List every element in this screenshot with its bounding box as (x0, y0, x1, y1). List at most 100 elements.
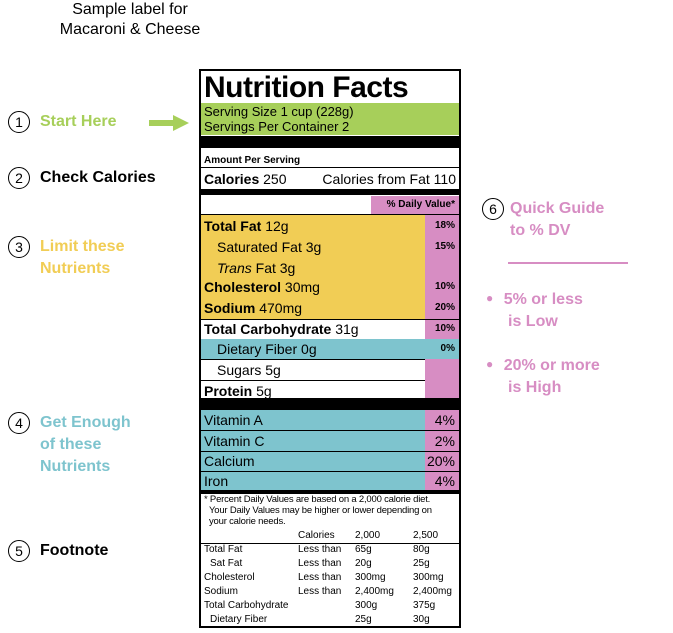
nutrient-amount: 0g (301, 341, 317, 357)
daily-values-table: Calories 2,000 2,500 Total Fat Less than… (201, 529, 459, 626)
footnote-line: your calorie needs. (209, 516, 286, 527)
table-header-row: Calories 2,000 2,500 (201, 529, 459, 543)
vitamin-row: Calcium 20% (201, 451, 459, 471)
table-row: Total Carbohydrate 300g 375g (201, 599, 459, 613)
nutrient-row: Cholesterol 30mg (201, 277, 425, 297)
table-cell: Less than (298, 544, 342, 555)
servings-per-container: Servings Per Container 2 (204, 119, 350, 134)
table-header: Calories (298, 530, 335, 541)
step-label-line: Limit these (40, 238, 125, 255)
thick-divider (201, 136, 459, 148)
step-2: 2 Check Calories (8, 167, 156, 189)
table-cell: 25g (355, 614, 372, 625)
table-cell: Sat Fat (210, 558, 243, 569)
step-number: 4 (8, 412, 30, 434)
step-label-line: of these (40, 436, 102, 453)
step-label-line: Quick Guide (510, 200, 605, 217)
nutrient-name: Sugars (217, 362, 262, 378)
guide-low: ● 5% or less is Low (486, 287, 583, 333)
table-cell: Sodium (204, 586, 238, 597)
thin-divider (201, 319, 459, 320)
step-label-line: Nutrients (40, 260, 111, 277)
table-cell: Cholesterol (204, 572, 255, 583)
vitamin-dv-highlight (425, 410, 459, 490)
table-cell: 300g (355, 600, 378, 611)
step-label-line: Get Enough (40, 414, 131, 431)
vitamin-dv: 20% (426, 453, 455, 469)
thin-divider (201, 451, 459, 452)
nutrient-dv: 10% (434, 323, 455, 334)
table-cell: 25g (413, 558, 430, 569)
nutrient-amount: 31g (335, 321, 359, 337)
table-cell: Total Fat (204, 544, 243, 555)
nutrient-row: Protein 5g (201, 381, 425, 401)
nutrient-name: Total Carbohydrate (204, 321, 332, 337)
thin-divider (201, 380, 425, 381)
step-label-line: to % DV (510, 222, 571, 239)
step-1: 1 Start Here (8, 111, 116, 133)
nutrient-name: Sodium (204, 300, 256, 316)
guide-high-line2: is High (508, 379, 562, 396)
step-number: 5 (8, 540, 30, 562)
caption-line-2: Macaroni & Cheese (59, 21, 201, 38)
right-arrow-icon (149, 115, 189, 131)
bullet-icon: ● (486, 357, 494, 371)
fiber-highlight (201, 339, 459, 359)
thin-divider (201, 430, 459, 431)
table-cell: 20g (355, 558, 372, 569)
table-cell: Less than (298, 558, 342, 569)
table-cell: Total Carbohydrate (204, 600, 289, 611)
guide-high-line1: 20% or more (503, 357, 600, 374)
vitamin-name: Iron (204, 473, 229, 489)
nutrient-dv: 15% (434, 241, 455, 252)
label-caption: Sample label for Macaroni & Cheese (0, 0, 260, 40)
nutrition-label: Nutrition Facts Serving Size 1 cup (228g… (199, 69, 461, 628)
table-row: Total Fat Less than 65g 80g (201, 543, 459, 557)
vitamin-row: Vitamin A 4% (201, 410, 459, 430)
thin-divider (201, 359, 425, 360)
footnote: * Percent Daily Values are based on a 2,… (201, 494, 459, 527)
nutrient-amount: 5g (265, 362, 281, 378)
vitamin-dv: 4% (434, 412, 455, 428)
calories-from-fat: Calories from Fat 110 (322, 171, 456, 187)
calories-row: Calories 250 Calories from Fat 110 (201, 169, 459, 189)
nutrient-row: Sodium 470mg (201, 298, 425, 318)
step-number: 1 (8, 111, 30, 133)
vitamin-name: Calcium (204, 453, 255, 469)
step-number: 3 (8, 236, 30, 258)
thin-divider (201, 471, 459, 472)
vitamin-dv: 2% (434, 433, 455, 449)
bullet-icon: ● (486, 291, 494, 305)
nutrient-amount: Fat 3g (255, 260, 296, 276)
table-divider (201, 543, 459, 544)
step-number: 2 (8, 167, 30, 189)
nutrient-dv: 18% (434, 220, 455, 231)
table-header: 2,500 (413, 530, 439, 541)
nutrient-name: Dietary Fiber (217, 341, 298, 357)
label-heading: Nutrition Facts (204, 71, 409, 104)
step-label: Check Calories (40, 169, 156, 186)
nutrient-name: Cholesterol (204, 279, 282, 295)
nutrient-amount: 12g (265, 218, 289, 234)
caption-line-1: Sample label for (72, 1, 188, 18)
vitamin-name: Vitamin A (204, 412, 263, 428)
guide-low-line1: 5% or less (503, 291, 583, 308)
vitamin-row: Iron 4% (201, 471, 459, 491)
step-label-line: Nutrients (40, 458, 111, 475)
nutrient-amount: 30mg (284, 279, 320, 295)
step-label: Start Here (40, 113, 117, 130)
table-cell: 375g (413, 600, 436, 611)
guide-high: ● 20% or more is High (486, 353, 600, 399)
serving-size: Serving Size 1 cup (228g) (204, 104, 354, 119)
table-row: Sodium Less than 2,400mg 2,400mg (201, 585, 459, 599)
nutrient-row: Total Fat 12g (201, 216, 425, 236)
thin-divider (201, 167, 459, 168)
table-cell: 65g (355, 544, 372, 555)
guide-divider (508, 262, 628, 264)
amount-per-serving: Amount Per Serving (204, 155, 301, 166)
step-number: 6 (482, 198, 504, 220)
table-cell: 2,400mg (355, 586, 394, 597)
nutrient-amount: 3g (305, 239, 322, 255)
table-row: Dietary Fiber 25g 30g (201, 613, 459, 626)
nutrient-row: Saturated Fat 3g (201, 237, 425, 257)
